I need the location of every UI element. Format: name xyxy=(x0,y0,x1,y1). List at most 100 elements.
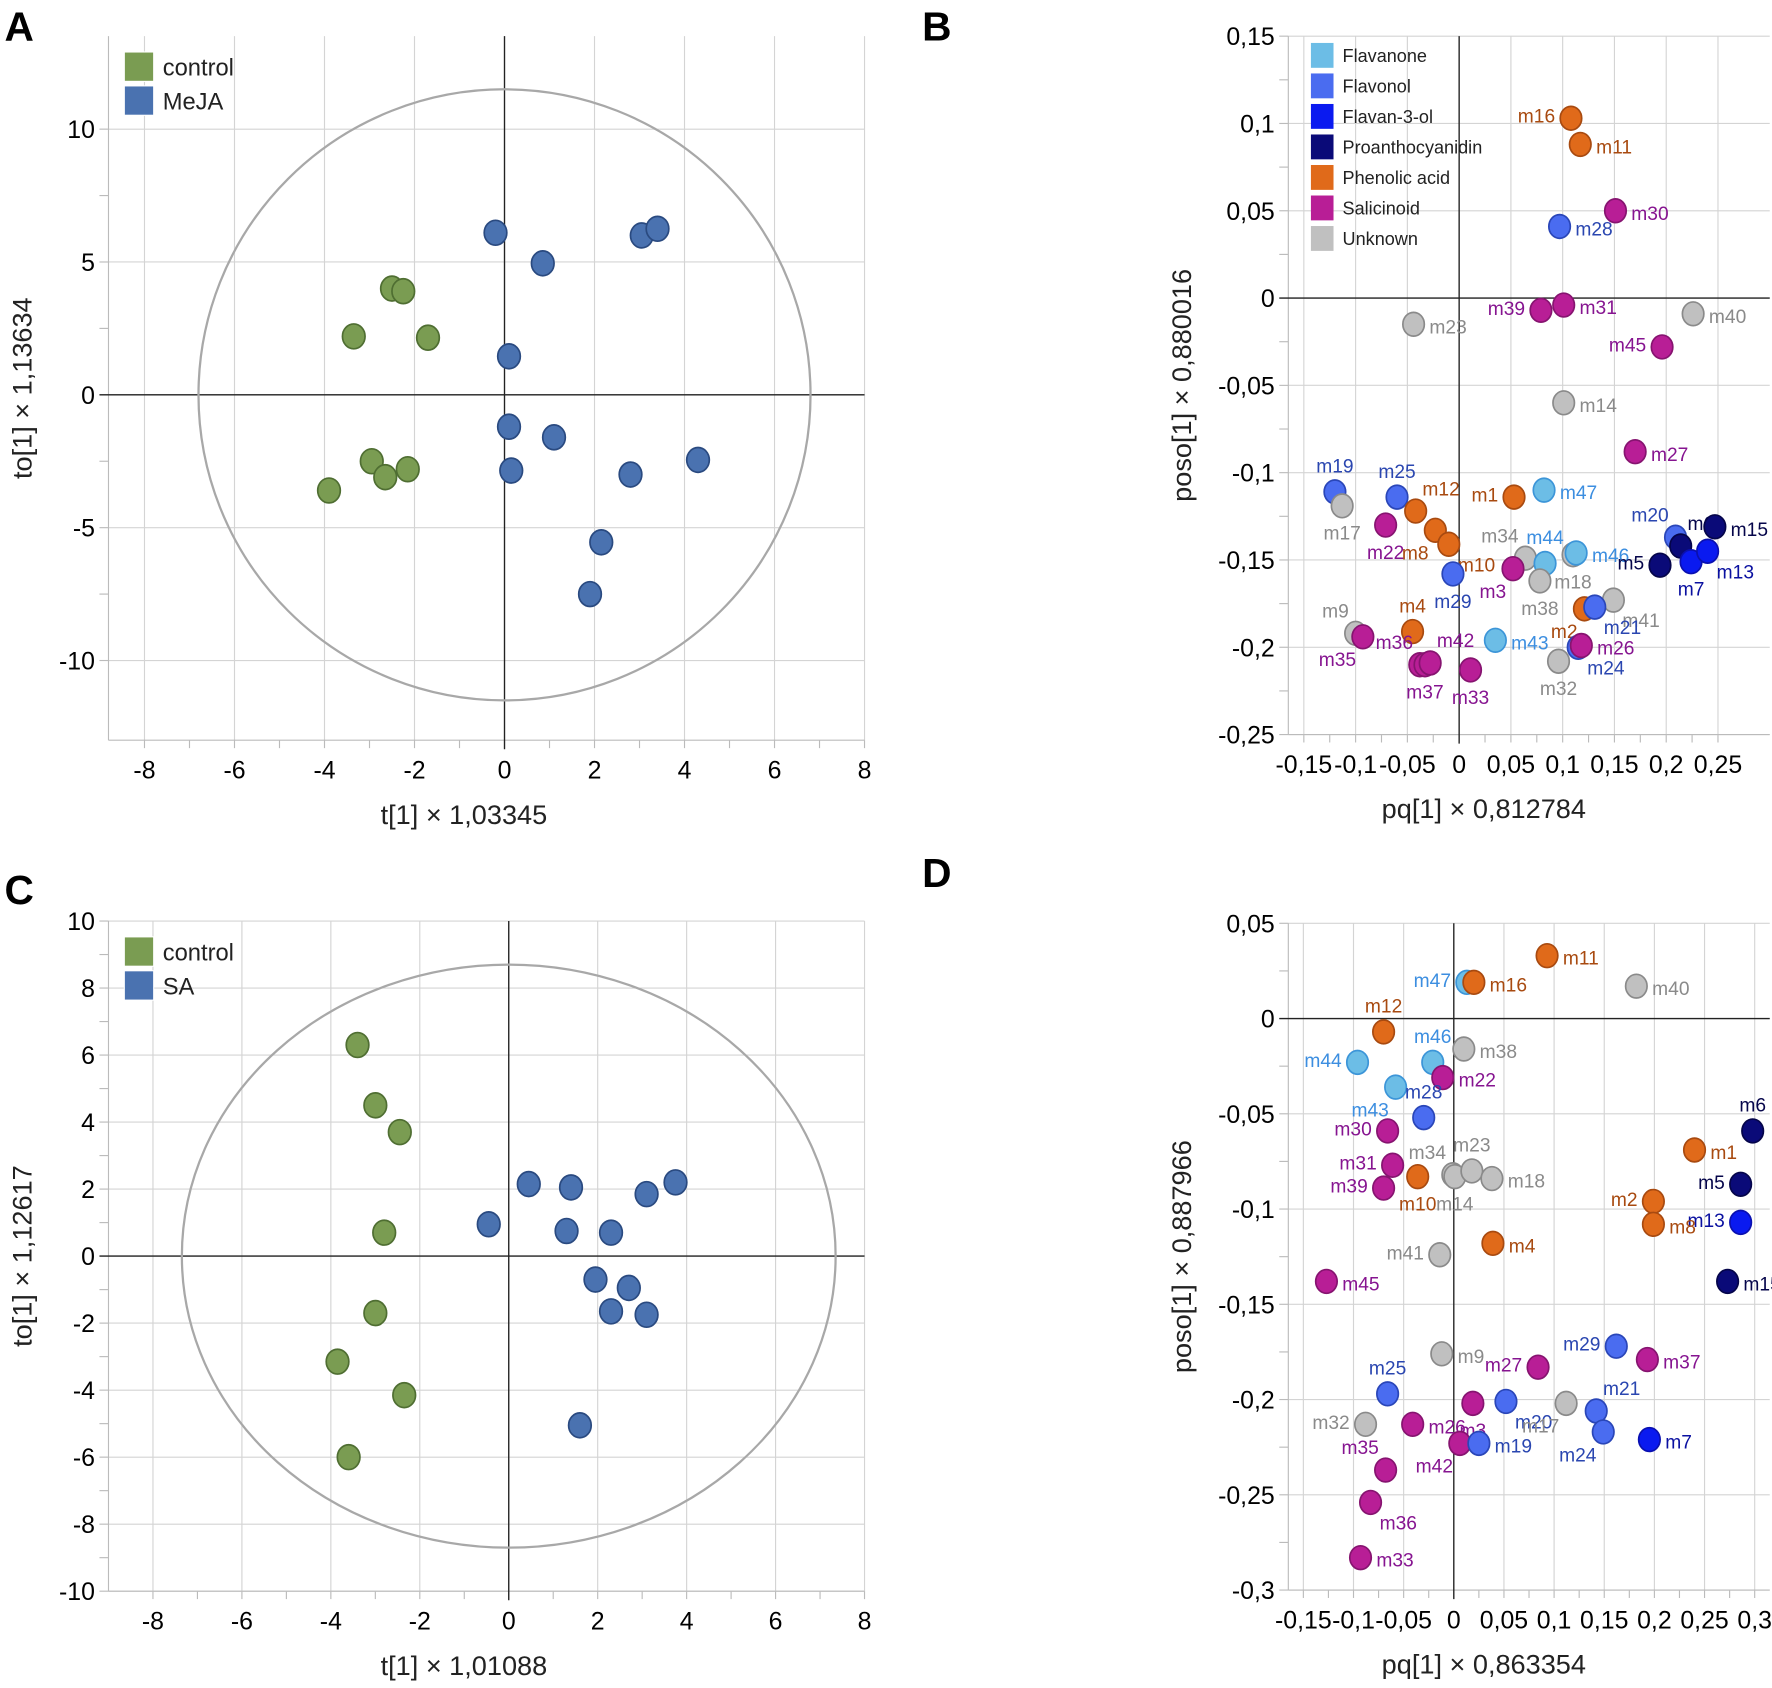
loading-point-m29 xyxy=(1604,1333,1628,1359)
point-label-m5: m5 xyxy=(1698,1173,1725,1194)
x-tick-label: 0,3 xyxy=(1737,1606,1772,1634)
data-point-control xyxy=(395,455,420,483)
point-label-m25: m25 xyxy=(1378,462,1415,483)
loading-point-m13 xyxy=(1696,538,1720,564)
point-label-m17: m17 xyxy=(1323,524,1360,545)
x-tick-label: -0,05 xyxy=(1375,1606,1432,1634)
y-tick-label: 2 xyxy=(81,1176,95,1204)
y-tick-label: -8 xyxy=(73,1511,95,1539)
x-tick-label: -0,1 xyxy=(1332,1606,1375,1634)
legend-swatch-phenolic-acid xyxy=(1310,164,1334,190)
loading-point-m30 xyxy=(1376,1118,1400,1144)
point-label-m32: m32 xyxy=(1540,679,1577,700)
y-tick-label: 0,05 xyxy=(1226,910,1274,938)
loading-point-m12 xyxy=(1372,1019,1396,1045)
loading-point-m23 xyxy=(1460,1158,1484,1184)
data-point-control xyxy=(372,1219,397,1246)
loading-point-m12 xyxy=(1404,498,1428,524)
data-point-control xyxy=(325,1348,350,1375)
legend-swatch-control xyxy=(123,936,155,967)
loading-point-m27 xyxy=(1623,438,1647,465)
loading-point-m28 xyxy=(1547,213,1572,240)
legend-label-unknown: Unknown xyxy=(1343,229,1418,249)
data-point-sa xyxy=(554,1217,579,1245)
legend-label-control: control xyxy=(163,56,234,82)
loading-point-m25 xyxy=(1385,484,1409,510)
loading-point-m39 xyxy=(1372,1175,1396,1201)
data-point-meja xyxy=(577,580,603,608)
x-tick-label: 6 xyxy=(769,1608,783,1636)
point-label-m23: m23 xyxy=(1453,1136,1490,1157)
x-tick-label: 0 xyxy=(1452,751,1466,779)
loading-point-m4 xyxy=(1400,618,1425,645)
point-label-m34: m34 xyxy=(1409,1143,1447,1164)
loading-point-m19 xyxy=(1467,1430,1491,1457)
data-point-meja xyxy=(618,461,643,488)
point-label-m22: m22 xyxy=(1459,1071,1496,1092)
legend-swatch-proanthocyanidin xyxy=(1310,134,1334,160)
point-label-m32: m32 xyxy=(1312,1413,1349,1434)
loading-point-m46 xyxy=(1564,540,1588,566)
loading-point-m42 xyxy=(1418,650,1442,676)
loading-point-m7 xyxy=(1637,1426,1661,1453)
x-tick-label: 0,25 xyxy=(1680,1606,1728,1634)
x-tick-label: 0,25 xyxy=(1694,751,1742,779)
point-label-m17: m17 xyxy=(1522,1417,1559,1438)
y-tick-label: -0,2 xyxy=(1232,634,1275,662)
legend-swatch-sa xyxy=(123,970,155,1001)
y-tick-label: 0,15 xyxy=(1226,23,1274,51)
y-tick-label: 0,05 xyxy=(1226,198,1274,226)
x-tick-label: 8 xyxy=(858,757,872,785)
point-label-m16: m16 xyxy=(1490,975,1527,996)
y-axis-title: poso[1] × 0,880016 xyxy=(1166,269,1197,502)
x-tick-label: 0,15 xyxy=(1580,1606,1628,1634)
panel-label-c: C xyxy=(5,867,34,913)
point-label-m38: m38 xyxy=(1521,599,1558,620)
point-label-m1: m1 xyxy=(1710,1143,1737,1164)
loading-point-m36 xyxy=(1358,1489,1383,1516)
point-label-m40: m40 xyxy=(1709,307,1746,328)
legend-label-flavan-3-ol: Flavan-3-ol xyxy=(1343,107,1433,127)
loading-point-m16 xyxy=(1559,105,1583,131)
loading-point-m11 xyxy=(1568,131,1592,158)
loading-point-m39 xyxy=(1529,297,1553,323)
legend-label-flavanone: Flavanone xyxy=(1343,46,1427,66)
y-tick-label: 0 xyxy=(81,1243,95,1271)
legend-label-meja: MeJA xyxy=(163,90,224,116)
data-point-control xyxy=(341,323,366,350)
loading-point-m3 xyxy=(1461,1390,1485,1417)
point-label-m14: m14 xyxy=(1580,396,1618,417)
loading-point-m38 xyxy=(1452,1036,1476,1062)
y-tick-label: 0 xyxy=(1261,1006,1275,1034)
x-tick-label: -0,15 xyxy=(1275,1606,1332,1634)
loading-point-m17 xyxy=(1554,1390,1578,1417)
point-label-m36: m36 xyxy=(1380,1514,1417,1535)
y-tick-label: 10 xyxy=(67,116,95,144)
y-tick-label: 4 xyxy=(81,1109,95,1137)
loading-point-m43 xyxy=(1384,1074,1408,1100)
loading-point-m47 xyxy=(1532,477,1556,503)
point-label-m18: m18 xyxy=(1508,1172,1545,1193)
point-label-m46: m46 xyxy=(1592,546,1629,567)
point-label-m30: m30 xyxy=(1334,1119,1371,1140)
loading-point-m8 xyxy=(1641,1211,1665,1237)
point-label-m21: m21 xyxy=(1603,1379,1640,1400)
point-label-m37: m37 xyxy=(1663,1353,1700,1374)
loading-point-m26 xyxy=(1569,632,1593,659)
point-label-m6: m6 xyxy=(1739,1096,1766,1117)
point-label-m15: m15 xyxy=(1743,1274,1772,1295)
point-label-m43: m43 xyxy=(1351,1101,1388,1122)
point-label-m33: m33 xyxy=(1376,1551,1413,1572)
point-label-m20: m20 xyxy=(1631,505,1668,526)
point-label-m19: m19 xyxy=(1495,1436,1532,1457)
loading-point-m22 xyxy=(1374,512,1398,538)
point-label-m41: m41 xyxy=(1387,1243,1424,1264)
loading-point-m25 xyxy=(1376,1381,1400,1407)
point-label-m9: m9 xyxy=(1322,601,1349,622)
point-label-m42: m42 xyxy=(1437,631,1474,652)
point-label-m25: m25 xyxy=(1369,1359,1406,1380)
data-point-sa xyxy=(558,1174,584,1201)
y-tick-label: 5 xyxy=(81,249,95,277)
loading-point-m38 xyxy=(1528,568,1552,594)
y-tick-label: -0,1 xyxy=(1232,460,1275,488)
